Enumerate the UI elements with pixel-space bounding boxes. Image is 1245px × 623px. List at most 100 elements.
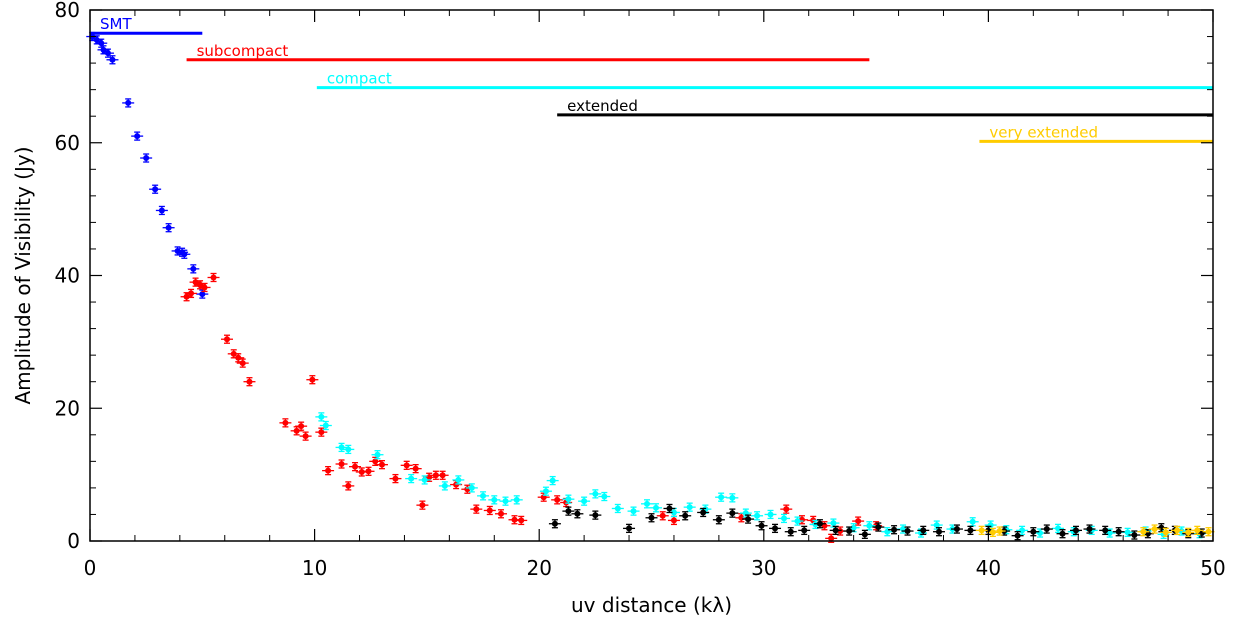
data-point <box>571 509 584 519</box>
data-point <box>712 515 725 525</box>
point-marker <box>365 468 372 475</box>
data-point <box>683 502 696 512</box>
point-marker <box>441 482 448 489</box>
data-point <box>623 523 636 534</box>
data-point <box>589 510 602 520</box>
point-marker <box>767 511 774 518</box>
data-point <box>452 475 465 485</box>
data-point <box>780 504 793 514</box>
data-point <box>881 527 894 537</box>
x-tick-label: 10 <box>302 556 327 580</box>
data-point <box>178 249 191 259</box>
point-marker <box>378 461 385 468</box>
data-point <box>405 473 418 484</box>
point-marker <box>614 505 621 512</box>
point-marker <box>630 508 637 515</box>
point-marker <box>224 336 231 343</box>
point-marker <box>338 461 345 468</box>
data-point <box>769 523 782 534</box>
point-marker <box>574 510 581 517</box>
data-point <box>537 492 550 502</box>
data-point <box>342 481 355 491</box>
point-marker <box>455 476 462 483</box>
point-marker <box>1162 529 1169 536</box>
data-point <box>1171 525 1184 536</box>
data-point <box>470 504 483 514</box>
data-point <box>852 516 865 526</box>
point-marker <box>134 133 141 140</box>
configuration-label: extended <box>567 97 638 115</box>
data-point <box>798 525 811 536</box>
data-point <box>131 131 144 141</box>
point-marker <box>1140 528 1147 535</box>
data-point <box>1128 530 1141 540</box>
data-point <box>1011 531 1024 541</box>
point-marker <box>1174 527 1181 534</box>
point-marker <box>480 492 487 499</box>
data-point <box>149 184 162 194</box>
point-marker <box>659 512 666 519</box>
point-marker <box>783 506 790 513</box>
data-point <box>355 467 368 477</box>
configuration-label: very extended <box>989 123 1098 141</box>
data-point <box>295 421 308 431</box>
x-tick-label: 0 <box>84 556 97 580</box>
point-marker <box>904 528 911 535</box>
data-point <box>562 494 575 504</box>
point-marker <box>850 524 857 531</box>
data-point <box>510 495 523 505</box>
data-point <box>791 516 804 526</box>
data-point <box>1121 527 1134 538</box>
point-marker <box>210 274 217 281</box>
data-point <box>409 464 422 474</box>
point-marker <box>816 520 823 527</box>
point-marker <box>374 451 381 458</box>
data-point <box>375 460 388 470</box>
data-point <box>858 529 871 540</box>
point-marker <box>239 360 246 367</box>
data-point <box>306 375 319 385</box>
point-marker <box>920 527 927 534</box>
point-marker <box>592 512 599 519</box>
point-marker <box>201 284 208 291</box>
data-point <box>1159 527 1172 538</box>
point-marker <box>412 465 419 472</box>
point-marker <box>729 494 736 501</box>
data-point <box>322 465 335 476</box>
point-marker <box>1194 527 1201 534</box>
point-marker <box>875 524 882 531</box>
point-marker <box>772 525 779 532</box>
data-point <box>342 444 355 455</box>
point-marker <box>345 446 352 453</box>
data-point <box>679 511 692 521</box>
data-point <box>964 525 977 536</box>
point-marker <box>1037 530 1044 537</box>
data-point <box>578 496 591 506</box>
data-point <box>950 524 963 534</box>
data-point <box>930 520 943 530</box>
point-marker <box>513 496 520 503</box>
data-point <box>813 519 826 529</box>
data-point <box>436 470 449 480</box>
configuration-bars: SMT subcompact compact extended very extende… <box>90 15 1213 143</box>
data-point <box>400 460 413 470</box>
point-marker <box>601 493 608 500</box>
point-marker <box>652 504 659 511</box>
data-point <box>243 377 256 387</box>
point-marker <box>1205 528 1212 535</box>
point-marker <box>318 413 325 420</box>
data-point <box>438 481 451 491</box>
point-marker <box>670 517 677 524</box>
data-point <box>641 499 654 509</box>
point-marker <box>1072 527 1079 534</box>
data-point <box>872 522 885 532</box>
point-marker <box>408 475 415 482</box>
x-tick-label: 20 <box>526 556 551 580</box>
data-point <box>627 506 640 516</box>
point-marker <box>325 467 332 474</box>
data-point <box>495 509 508 519</box>
point-marker <box>199 291 206 298</box>
data-point <box>697 507 710 518</box>
data-point <box>551 495 564 505</box>
data-point <box>1137 527 1150 537</box>
